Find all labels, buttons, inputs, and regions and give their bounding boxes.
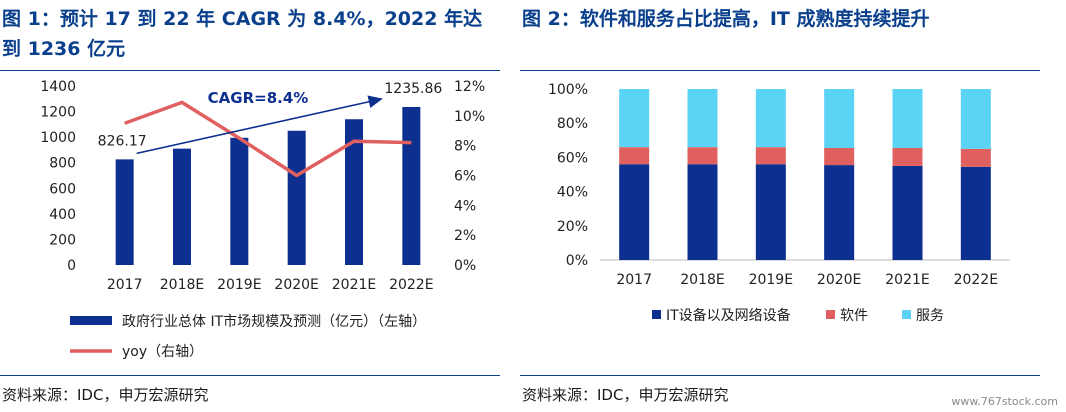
stacked-bar-segment	[960, 89, 991, 149]
x-tick-label: 2017	[107, 277, 143, 293]
legend-label-line: yoy（右轴）	[122, 344, 203, 360]
bar-it-market	[287, 130, 306, 265]
first-value-label: 826.17	[98, 133, 147, 149]
legend-swatch	[652, 310, 661, 319]
y-right-tick-label: 0%	[454, 258, 476, 274]
x-tick-label: 2019E	[217, 277, 261, 293]
x-tick-label: 2021E	[332, 277, 376, 293]
y-right-tick-label: 12%	[454, 79, 485, 95]
legend-swatch-bar	[70, 316, 112, 325]
stacked-bar-segment	[892, 165, 923, 260]
x-tick-label: 2022E	[954, 272, 998, 288]
stacked-bar-segment	[687, 164, 718, 260]
y-tick-label: 100%	[548, 82, 588, 98]
y-left-tick-label: 0	[67, 258, 76, 274]
cagr-label: CAGR=8.4%	[208, 89, 309, 107]
y-left-tick-label: 1000	[40, 130, 76, 146]
y-left-tick-label: 400	[49, 207, 76, 223]
bar-it-market	[230, 137, 249, 265]
figure-2-source: 资料来源：IDC，申万宏源研究	[522, 386, 729, 404]
y-left-tick-label: 1200	[40, 105, 76, 121]
y-tick-label: 80%	[557, 116, 588, 132]
stacked-bar-segment	[960, 148, 991, 167]
stacked-bar-segment	[892, 147, 923, 166]
figure-1-chart: 0 200 400 600 800 1000 1200 1400 0% 2% 4% 6% 8% 10% 12…	[40, 79, 485, 360]
y-tick-label: 40%	[557, 185, 588, 201]
y-left-tick-label: 600	[49, 181, 76, 197]
y-tick-label: 20%	[557, 219, 588, 235]
figure-2-panel: 图 2：软件和服务占比提高，IT 成熟度持续提升 0% 20% 40% 60% 80% 1…	[520, 0, 1066, 412]
bar-it-market	[173, 148, 191, 265]
legend-swatch	[902, 310, 911, 319]
y-right-tick-label: 2%	[454, 228, 476, 244]
y-left-tick-label: 800	[49, 156, 76, 172]
figure-2-bottom-rule	[520, 375, 1040, 376]
y-left-tick-label: 1400	[40, 79, 76, 95]
stacked-bar-segment	[824, 147, 855, 166]
stacked-bar-segment	[687, 147, 718, 165]
stacked-bar-segment	[824, 89, 855, 148]
x-tick-label: 2022E	[389, 277, 433, 293]
legend-label: IT设备以及网络设备	[666, 307, 791, 324]
legend-swatch	[826, 310, 835, 319]
figure-1-top-rule	[0, 70, 500, 71]
x-tick-label: 2018E	[680, 272, 724, 288]
y-left-tick-label: 200	[49, 232, 76, 248]
figure-1-title: 图 1：预计 17 到 22 年 CAGR 为 8.4%，2022 年达到 12…	[2, 8, 483, 60]
y-right-tick-label: 4%	[454, 198, 476, 214]
last-value-label: 1235.86	[384, 81, 442, 97]
y-right-tick-label: 10%	[454, 109, 485, 125]
x-tick-label: 2021E	[885, 272, 929, 288]
stacked-bar-segment	[619, 164, 650, 260]
y-tick-label: 60%	[557, 150, 588, 166]
stacked-bar-segment	[755, 164, 786, 260]
y-right-tick-label: 6%	[454, 169, 476, 185]
bar-it-market	[345, 119, 363, 265]
x-tick-label: 2017	[616, 272, 652, 288]
bar-it-market	[402, 106, 421, 265]
x-tick-label: 2020E	[274, 277, 318, 293]
x-tick-label: 2019E	[749, 272, 793, 288]
stacked-bar-segment	[960, 166, 991, 260]
stacked-bar-segment	[892, 89, 923, 148]
y-right-tick-label: 8%	[454, 139, 476, 155]
figure-1-panel: 图 1：预计 17 到 22 年 CAGR 为 8.4%，2022 年达到 12…	[0, 0, 510, 412]
stacked-bar-segment	[755, 147, 786, 165]
figure-2-top-rule	[520, 70, 1040, 71]
legend-label: 软件	[840, 308, 868, 324]
stacked-bar-segment	[824, 165, 855, 260]
x-tick-label: 2020E	[817, 272, 861, 288]
stacked-bar-segment	[755, 89, 786, 148]
x-tick-label: 2018E	[160, 277, 204, 293]
cagr-arrow	[136, 95, 383, 155]
y-tick-label: 0%	[566, 253, 588, 269]
figure-1-source: 资料来源：IDC，申万宏源研究	[2, 386, 209, 404]
line-yoy	[124, 100, 412, 178]
legend-label-bar: 政府行业总体 IT市场规模及预测（亿元）（左轴）	[122, 313, 426, 330]
stacked-bar-segment	[687, 89, 718, 148]
figure-1-bottom-rule	[0, 375, 500, 376]
bar-it-market	[115, 159, 134, 265]
figure-2-title: 图 2：软件和服务占比提高，IT 成熟度持续提升	[522, 8, 930, 30]
stacked-bar-segment	[619, 89, 650, 148]
legend-label: 服务	[916, 308, 944, 324]
watermark-text: www.767stock.com	[951, 395, 1058, 408]
stacked-bar-segment	[619, 147, 650, 165]
figure-2-chart: 0% 20% 40% 60% 80% 100% 2017 2018E 2019E 2020E 202…	[548, 82, 1010, 324]
